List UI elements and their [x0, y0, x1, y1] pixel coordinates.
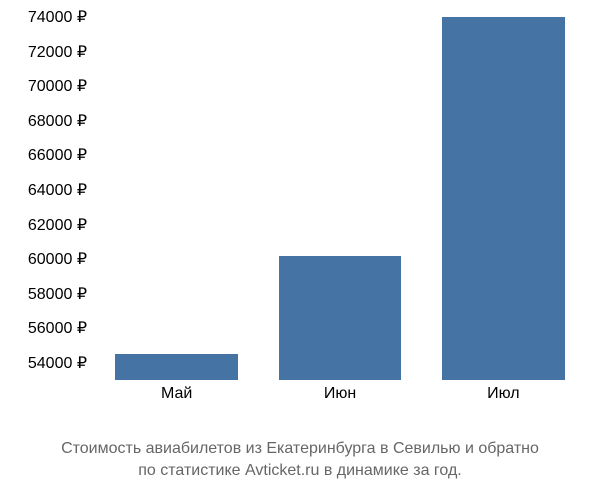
y-tick-label: 72000 ₽ — [28, 42, 87, 62]
plot-area — [95, 0, 585, 380]
y-tick-label: 56000 ₽ — [28, 318, 87, 338]
y-tick-label: 68000 ₽ — [28, 111, 87, 131]
y-tick-label: 74000 ₽ — [28, 7, 87, 27]
y-tick-label: 54000 ₽ — [28, 353, 87, 373]
bar — [115, 354, 238, 380]
y-tick-label: 70000 ₽ — [28, 76, 87, 96]
y-tick-label: 64000 ₽ — [28, 180, 87, 200]
bar — [279, 256, 402, 380]
y-tick-label: 60000 ₽ — [28, 249, 87, 269]
y-axis: 54000 ₽ 56000 ₽ 58000 ₽ 60000 ₽ 62000 ₽ 64000… — [0, 0, 95, 380]
x-axis: Май Июн Июл — [95, 385, 585, 415]
x-tick-label: Июл — [487, 385, 519, 403]
caption-line-2: по статистике Avticket.ru в динамике за … — [0, 460, 600, 482]
y-tick-label: 58000 ₽ — [28, 284, 87, 304]
bar — [442, 17, 565, 380]
caption-line-1: Стоимость авиабилетов из Екатеринбурга в… — [0, 438, 600, 460]
x-tick-label: Май — [161, 385, 192, 403]
price-chart: 54000 ₽ 56000 ₽ 58000 ₽ 60000 ₽ 62000 ₽ 64000… — [0, 0, 600, 430]
chart-caption: Стоимость авиабилетов из Екатеринбурга в… — [0, 438, 600, 483]
x-tick-label: Июн — [324, 385, 356, 403]
y-tick-label: 66000 ₽ — [28, 145, 87, 165]
y-tick-label: 62000 ₽ — [28, 215, 87, 235]
